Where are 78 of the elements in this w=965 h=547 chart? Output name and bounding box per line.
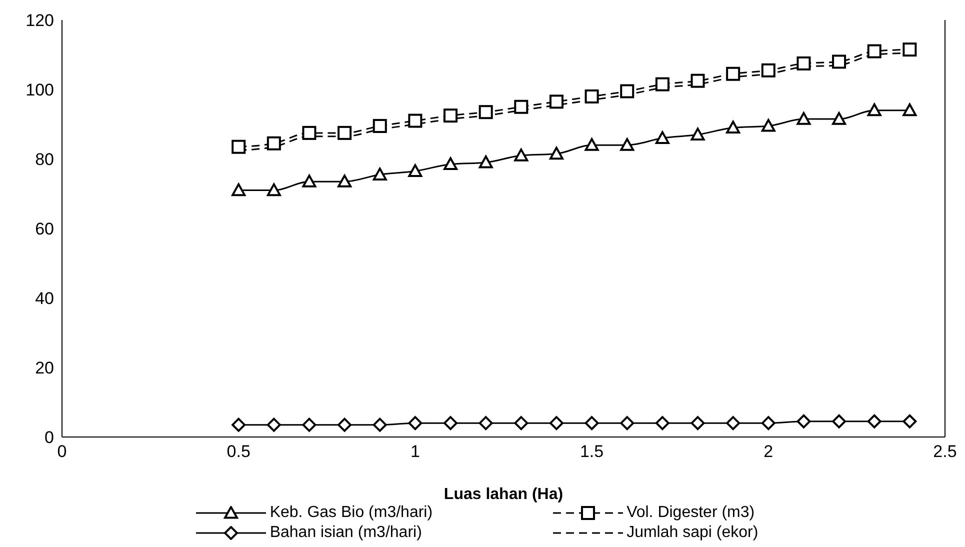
point <box>690 416 705 430</box>
point <box>408 164 422 177</box>
point <box>867 414 882 428</box>
point <box>408 416 422 430</box>
point <box>796 112 811 125</box>
point <box>832 414 846 428</box>
point <box>726 66 740 81</box>
x-tick-label: 0.5 <box>226 442 250 462</box>
point <box>549 146 564 160</box>
point <box>372 118 387 133</box>
point <box>232 418 246 432</box>
point <box>655 131 670 144</box>
point <box>726 120 740 134</box>
point <box>302 126 316 140</box>
point <box>584 416 599 430</box>
point <box>444 416 458 430</box>
y-tick-label: 80 <box>35 150 54 170</box>
point <box>338 418 352 432</box>
legend-label: Keb. Gas Bio (m3/hari) <box>270 503 433 523</box>
point <box>266 136 281 150</box>
point <box>796 56 811 70</box>
x-axis-title: Luas lahan (Ha) <box>444 486 564 503</box>
y-tick-label: 0 <box>44 428 54 448</box>
point <box>338 126 352 140</box>
point <box>266 418 281 432</box>
y-tick-label: 40 <box>35 289 54 308</box>
point <box>902 42 917 57</box>
point <box>796 414 811 428</box>
legend-label: Bahan isian (m3/hari) <box>270 523 422 543</box>
point <box>549 416 564 430</box>
point <box>620 138 634 151</box>
point <box>655 416 670 430</box>
point <box>690 74 705 88</box>
point <box>761 416 776 430</box>
point <box>478 416 493 430</box>
point <box>514 416 528 430</box>
y-tick-label: 20 <box>35 358 54 378</box>
point <box>408 114 422 128</box>
point <box>690 128 705 140</box>
point <box>478 155 493 168</box>
point <box>832 112 846 125</box>
point <box>266 183 281 196</box>
point <box>302 418 316 432</box>
point <box>549 94 564 109</box>
y-tick-label: 100 <box>26 80 54 100</box>
point <box>726 416 740 430</box>
point <box>302 174 316 188</box>
legend-label: Vol. Digester (m3) <box>626 503 755 523</box>
x-tick-label: 2.5 <box>933 442 957 462</box>
point <box>902 103 917 116</box>
x-tick-label: 2 <box>764 442 774 462</box>
point <box>478 105 493 120</box>
point <box>584 89 599 104</box>
point <box>514 100 528 114</box>
x-tick-label: 1 <box>410 442 420 462</box>
point <box>444 108 458 123</box>
point <box>338 174 352 188</box>
x-tick-label: 0 <box>57 442 67 462</box>
x-tick-label: 1.5 <box>580 442 604 462</box>
point <box>514 148 528 162</box>
y-tick-label: 120 <box>26 11 54 30</box>
point <box>232 140 246 154</box>
point <box>655 77 670 92</box>
point <box>232 183 246 196</box>
point <box>867 103 882 116</box>
legend-label: Jumlah sapi (ekor) <box>626 523 758 543</box>
point <box>761 118 776 132</box>
y-tick-label: 60 <box>35 220 54 239</box>
point <box>620 84 634 98</box>
point <box>444 157 458 170</box>
point <box>902 414 917 428</box>
point <box>832 54 846 69</box>
point <box>867 44 882 58</box>
point <box>372 168 387 180</box>
point <box>584 138 599 151</box>
point <box>761 63 776 78</box>
point <box>372 418 387 432</box>
point <box>620 416 634 430</box>
